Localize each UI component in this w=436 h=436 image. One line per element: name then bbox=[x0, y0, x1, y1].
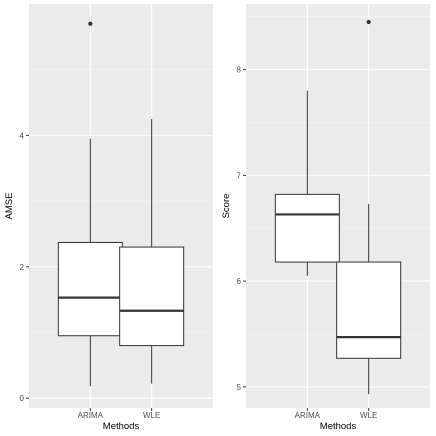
panel-1-box-wle bbox=[119, 118, 185, 384]
box-iqr bbox=[57, 241, 123, 337]
outlier-point bbox=[366, 19, 371, 25]
box-iqr bbox=[336, 261, 402, 359]
outlier-point bbox=[88, 21, 93, 26]
panel-2-y-tick-label: 7 bbox=[237, 171, 242, 180]
panel-1-y-tick-label: 2 bbox=[20, 263, 25, 272]
panel-2-y-tick-label: 5 bbox=[237, 383, 242, 392]
panel-2-x-tick-label: ARIMA bbox=[295, 411, 321, 420]
box-iqr bbox=[274, 193, 340, 263]
panel-1-y-axis-title: AMSE bbox=[4, 193, 15, 220]
panel-2-y-axis-title: Score bbox=[221, 194, 232, 219]
panel-1-background bbox=[29, 4, 213, 408]
panel-2-y-tick-label: 8 bbox=[237, 66, 242, 75]
box-iqr bbox=[119, 246, 185, 347]
panel-2-y-tick-label: 6 bbox=[237, 277, 242, 286]
panel-2-x-axis-title: Methods bbox=[320, 421, 357, 432]
panel-1-x-tick-label: WLE bbox=[143, 411, 160, 420]
panel-2-x-tick-label: WLE bbox=[360, 411, 377, 420]
panel-1-y-tick-label: 4 bbox=[20, 131, 25, 140]
panel-1-x-tick-label: ARIMA bbox=[78, 411, 104, 420]
panel-1-x-axis-title: Methods bbox=[103, 421, 140, 432]
panel-2-box-wle bbox=[336, 19, 402, 395]
panel-1-y-tick-label: 0 bbox=[20, 394, 25, 403]
panel-2-box-arima bbox=[274, 90, 340, 276]
